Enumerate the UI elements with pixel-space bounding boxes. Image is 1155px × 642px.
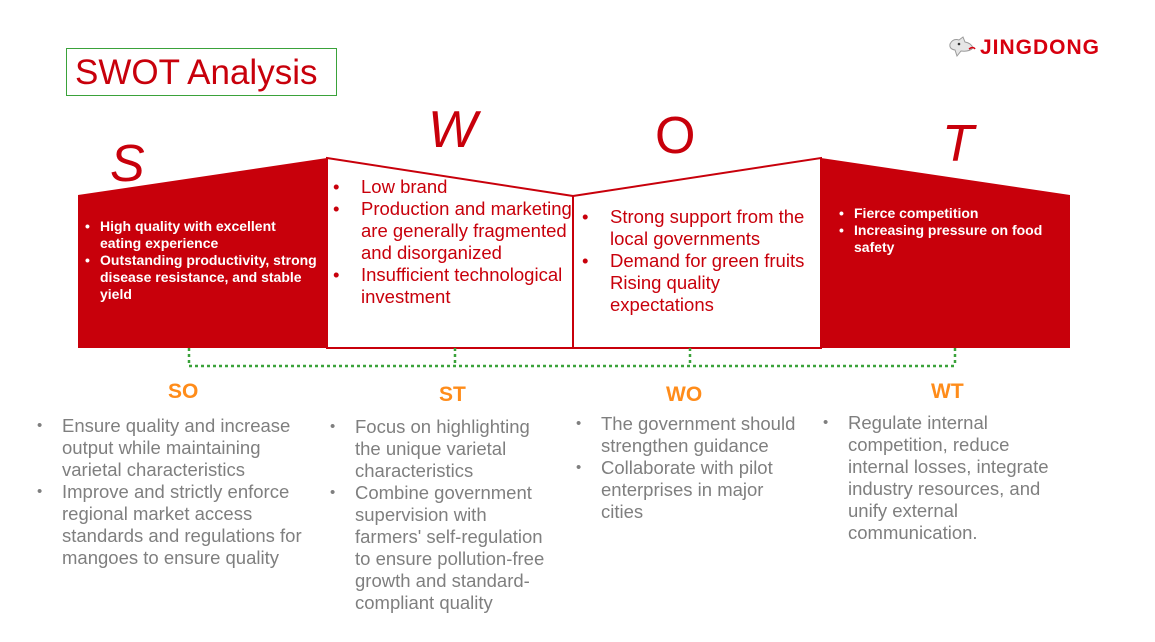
weakness-item: Production and marketing are generally f… [326, 198, 576, 264]
weaknesses-list: Low brand Production and marketing are g… [326, 176, 576, 308]
letter-s: S [110, 135, 145, 193]
title-box: SWOT Analysis [66, 48, 337, 96]
strengths-list: High quality with excellent eating exper… [78, 218, 318, 303]
wo-item: The government should strengthen guidanc… [573, 413, 803, 457]
wo-list: The government should strengthen guidanc… [573, 413, 803, 523]
threat-item: Increasing pressure on food safety [832, 222, 1067, 256]
opportunities-list: Strong support from the local government… [575, 206, 825, 316]
jd-dog-icon [949, 36, 976, 58]
opportunity-item: Demand for green fruits Rising quality e… [575, 250, 825, 316]
st-list: Focus on highlighting the unique varieta… [327, 416, 557, 614]
letter-w: W [428, 101, 478, 159]
wo-item: Collaborate with pilot enterprises in ma… [573, 457, 803, 523]
so-item: Ensure quality and increase output while… [34, 415, 322, 481]
wt-label: WT [931, 380, 964, 403]
wt-item: Regulate internal competition, reduce in… [820, 412, 1070, 544]
threat-item: Fierce competition [832, 205, 1067, 222]
opportunity-item: Strong support from the local government… [575, 206, 825, 250]
st-item: Combine government supervision with farm… [327, 482, 557, 614]
threats-list: Fierce competition Increasing pressure o… [832, 205, 1067, 256]
strength-item: High quality with excellent eating exper… [78, 218, 318, 252]
letter-o: O [655, 107, 696, 165]
st-item: Focus on highlighting the unique varieta… [327, 416, 557, 482]
weakness-item: Low brand [326, 176, 576, 198]
so-label: SO [168, 380, 199, 403]
weakness-item: Insufficient technological investment [326, 264, 576, 308]
so-list: Ensure quality and increase output while… [34, 415, 322, 569]
page-title: SWOT Analysis [75, 53, 318, 92]
letter-t: T [942, 115, 974, 173]
wo-label: WO [666, 383, 703, 406]
wt-list: Regulate internal competition, reduce in… [820, 412, 1070, 544]
st-label: ST [439, 383, 466, 406]
strategy-connector [187, 348, 957, 368]
brand-name: JINGDONG [980, 36, 1101, 59]
so-item: Improve and strictly enforce regional ma… [34, 481, 322, 569]
strength-item: Outstanding productivity, strong disease… [78, 252, 318, 303]
